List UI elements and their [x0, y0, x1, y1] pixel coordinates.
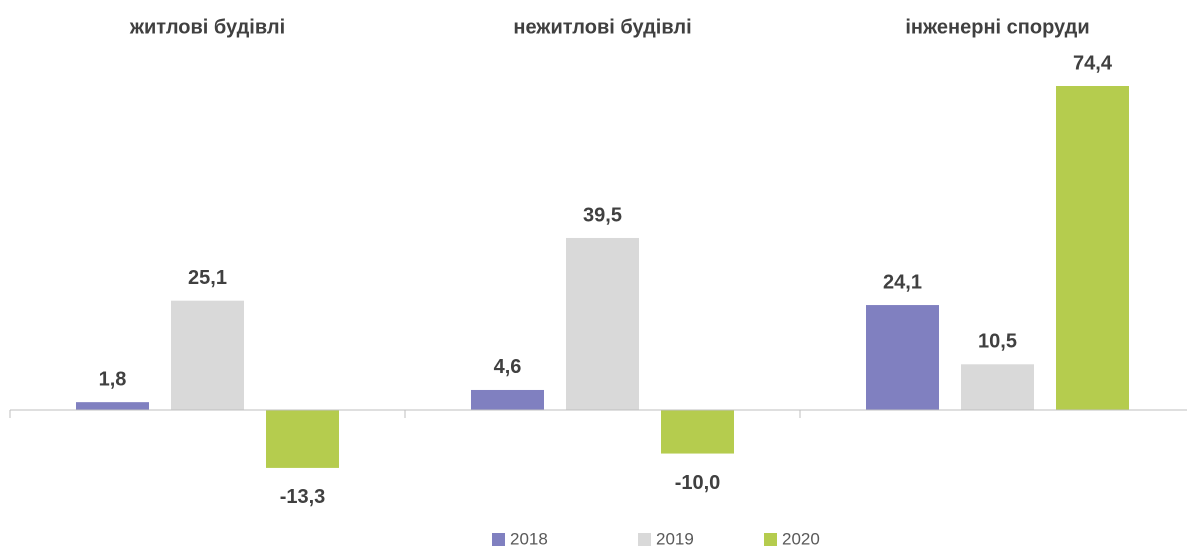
legend-swatch [492, 533, 505, 546]
bar [661, 410, 734, 454]
bar [266, 410, 339, 468]
legend-swatch [638, 533, 651, 546]
category-label: інженерні споруди [905, 16, 1089, 38]
legend-label: 2020 [782, 529, 820, 548]
data-label: 4,6 [494, 356, 522, 378]
legend-label: 2018 [510, 529, 548, 548]
bar [866, 305, 939, 410]
bar [1056, 86, 1129, 410]
data-label: 39,5 [583, 204, 622, 226]
data-label: 10,5 [978, 331, 1017, 353]
data-label: 24,1 [883, 271, 922, 293]
category-label: нежитлові будівлі [513, 16, 691, 38]
legend-label: 2019 [656, 529, 694, 548]
bar [961, 364, 1034, 410]
bar [471, 389, 544, 410]
bar [171, 300, 244, 410]
data-label: -10,0 [675, 472, 721, 494]
data-label: -13,3 [280, 486, 326, 508]
legend-swatch [764, 533, 777, 546]
bar [76, 402, 149, 410]
data-label: 1,8 [99, 368, 127, 390]
data-label: 25,1 [188, 267, 227, 289]
data-label: 74,4 [1073, 52, 1113, 74]
category-label: житлові будівлі [129, 16, 285, 38]
bar [566, 237, 639, 410]
